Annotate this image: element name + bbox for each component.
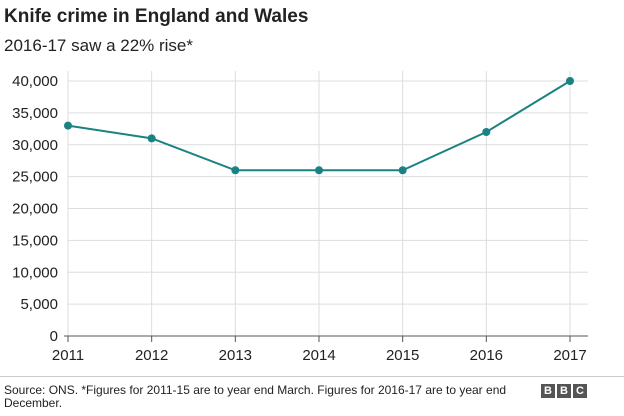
x-tick-label: 2014 [302, 347, 335, 364]
data-point [147, 134, 156, 143]
line-chart: 0 5,000 10,000 15,000 20,000 25,000 30,000 35,0… [12, 71, 588, 364]
gridlines [67, 71, 588, 336]
y-tick-label: 25,000 [12, 169, 58, 186]
data-point [231, 166, 240, 175]
data-point [566, 77, 574, 85]
x-tick-label: 2017 [553, 347, 586, 364]
source-note: Source: ONS. *Figures for 2011-15 are to… [4, 383, 507, 410]
y-tick-label: 5,000 [20, 296, 58, 313]
x-tick-label: 2011 [52, 347, 84, 364]
bbc-logo: B B C [541, 384, 587, 398]
y-tick-label: 0 [50, 328, 58, 345]
y-tick-label: 15,000 [12, 232, 58, 249]
y-tick-label: 35,000 [12, 105, 58, 122]
bbc-logo-block: B [557, 384, 571, 398]
data-point [398, 166, 407, 175]
data-point [482, 128, 491, 136]
x-tick-label: 2012 [135, 347, 168, 364]
chart-title: Knife crime in England and Wales [4, 6, 309, 27]
x-tick-label: 2016 [470, 347, 503, 364]
bbc-logo-block: C [573, 384, 587, 398]
chart-subtitle: 2016-17 saw a 22% rise* [4, 36, 194, 55]
x-tick-label: 2015 [386, 347, 419, 364]
y-tick-label: 10,000 [12, 264, 58, 281]
data-point [64, 121, 72, 130]
series [64, 77, 574, 175]
y-tick-label: 20,000 [12, 201, 58, 218]
axes: 0 5,000 10,000 15,000 20,000 25,000 30,000 35,0… [12, 73, 588, 364]
bbc-logo-block: B [541, 384, 555, 398]
data-point [315, 166, 323, 175]
y-tick-label: 40,000 [12, 73, 58, 90]
x-tick-label: 2013 [219, 347, 252, 364]
y-tick-label: 30,000 [12, 137, 58, 154]
footer-divider [0, 376, 624, 377]
